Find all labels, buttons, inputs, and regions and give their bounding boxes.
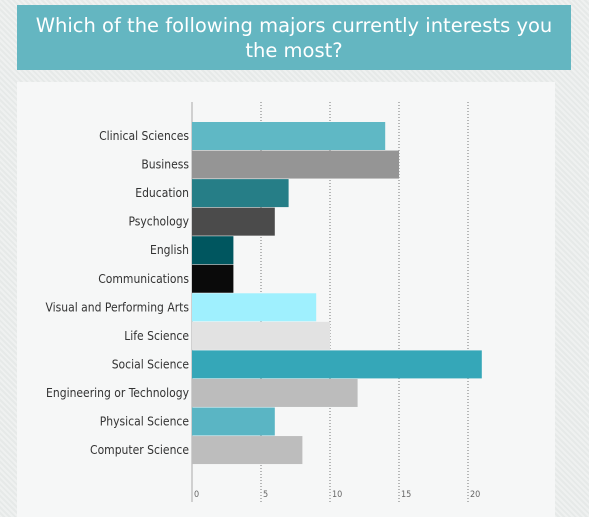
bar-psychology bbox=[192, 207, 275, 236]
chart-panel: Clinical Sciences Business Education Psycho… bbox=[17, 82, 555, 517]
x-tick-label: 10 bbox=[332, 490, 342, 500]
category-label: Psychology bbox=[128, 215, 189, 229]
bar-physical-science bbox=[192, 407, 275, 436]
category-label: Computer Science bbox=[90, 443, 189, 457]
chart-title: Which of the following majors currently … bbox=[17, 5, 571, 70]
bar-business bbox=[192, 150, 399, 179]
x-tick-label: 0 bbox=[194, 490, 199, 500]
category-label: Clinical Sciences bbox=[99, 129, 189, 143]
bar-communications bbox=[192, 264, 234, 293]
bar-english bbox=[192, 236, 234, 265]
bar-chart: Clinical Sciences Business Education Psycho… bbox=[46, 102, 482, 502]
category-label: Life Science bbox=[124, 329, 189, 343]
category-label: Visual and Performing Arts bbox=[46, 300, 190, 314]
bar-life-science bbox=[192, 321, 330, 350]
category-label: Physical Science bbox=[100, 415, 190, 429]
category-label: Communications bbox=[98, 272, 189, 286]
x-tick-label: 15 bbox=[401, 490, 411, 500]
bar-engineering-or-technology bbox=[192, 378, 358, 407]
bar-visual-and-performing-arts bbox=[192, 293, 317, 322]
category-label: Social Science bbox=[112, 357, 190, 371]
x-tick-label: 5 bbox=[263, 490, 268, 500]
category-label: Engineering or Technology bbox=[46, 386, 190, 400]
bar-education bbox=[192, 179, 289, 208]
bar-computer-science bbox=[192, 436, 303, 465]
category-label: Education bbox=[135, 186, 189, 200]
category-label: English bbox=[150, 243, 189, 257]
category-label: Business bbox=[141, 158, 189, 172]
bar-social-science bbox=[192, 350, 482, 379]
bar-clinical-sciences bbox=[192, 122, 386, 150]
x-tick-label: 20 bbox=[470, 490, 480, 500]
